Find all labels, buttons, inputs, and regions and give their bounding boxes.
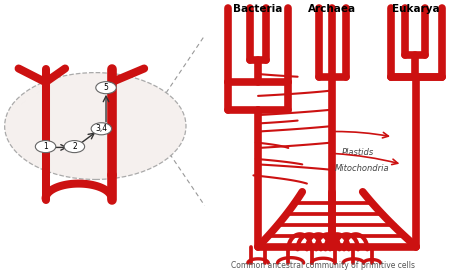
- Text: Common ancestral community of primitive cells: Common ancestral community of primitive …: [231, 261, 415, 270]
- Circle shape: [64, 141, 85, 153]
- Text: Bacteria: Bacteria: [233, 4, 283, 14]
- Text: 5: 5: [104, 83, 108, 92]
- Text: Archaea: Archaea: [308, 4, 357, 14]
- Text: Mitochondria: Mitochondria: [335, 164, 389, 173]
- Text: 3,4: 3,4: [95, 124, 107, 133]
- Circle shape: [5, 73, 186, 179]
- Circle shape: [35, 141, 56, 153]
- Text: Plastids: Plastids: [342, 148, 374, 156]
- Text: 1: 1: [43, 142, 48, 151]
- Text: Eukarya: Eukarya: [392, 4, 440, 14]
- Circle shape: [91, 123, 112, 135]
- Text: 2: 2: [72, 142, 77, 151]
- Circle shape: [96, 82, 116, 94]
